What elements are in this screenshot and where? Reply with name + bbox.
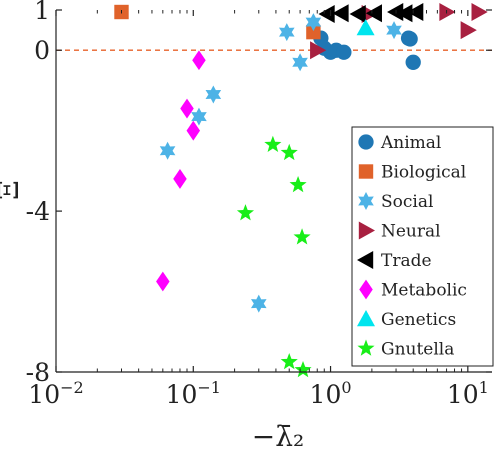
legend-label-biological: Biological bbox=[381, 163, 466, 183]
data-point-social bbox=[250, 294, 267, 313]
legend-marker-trade bbox=[357, 251, 374, 269]
data-point-animal bbox=[405, 54, 421, 70]
legend-marker-genetics bbox=[357, 310, 375, 327]
legend-marker-biological bbox=[358, 164, 374, 179]
data-point-gnutella bbox=[280, 352, 298, 370]
data-point-trade bbox=[332, 4, 349, 23]
x-tick-label: 100 bbox=[310, 378, 352, 409]
axis-ticks: 10−2 10−1 100 101 1 0 -4 -8 bbox=[26, 0, 492, 409]
data-point-neural bbox=[439, 3, 456, 22]
data-point-gnutella bbox=[280, 143, 298, 161]
data-point-gnutella bbox=[289, 175, 307, 193]
axes bbox=[55, 10, 492, 373]
data-point-neural bbox=[460, 21, 477, 40]
legend-marker-gnutella bbox=[357, 339, 375, 356]
data-points bbox=[114, 3, 488, 378]
legend-label-animal: Animal bbox=[380, 133, 441, 153]
data-point-trade bbox=[318, 5, 335, 24]
data-point-biological bbox=[306, 24, 321, 40]
x-tick-label: 10−2 bbox=[28, 378, 83, 409]
data-point-gnutella bbox=[293, 228, 311, 245]
legend-label-social: Social bbox=[381, 192, 433, 212]
data-point-gnutella bbox=[236, 204, 255, 221]
data-point-gnutella bbox=[264, 135, 282, 153]
data-point-trade bbox=[349, 5, 366, 24]
data-point-social bbox=[386, 21, 402, 40]
y-tick-label: -4 bbox=[26, 197, 50, 226]
x-tick-label: 10−1 bbox=[166, 378, 221, 409]
data-point-metabolic bbox=[186, 120, 201, 141]
data-point-genetics bbox=[356, 19, 375, 36]
legend-marker-metabolic bbox=[359, 279, 373, 300]
data-point-metabolic bbox=[192, 50, 206, 71]
data-point-trade bbox=[387, 3, 404, 22]
data-point-social bbox=[305, 13, 322, 32]
x-tick-label: 101 bbox=[447, 378, 489, 409]
y-tick-label: 0 bbox=[34, 36, 50, 65]
data-point-gnutella bbox=[294, 360, 312, 378]
data-point-trade bbox=[365, 4, 382, 23]
legend-label-gnutella: Gnutella bbox=[381, 340, 454, 360]
data-point-metabolic bbox=[180, 98, 194, 119]
data-point-animal bbox=[402, 31, 418, 47]
data-point-social bbox=[205, 85, 222, 104]
data-point-social bbox=[159, 141, 176, 160]
data-point-neural bbox=[471, 3, 488, 22]
data-point-animal bbox=[336, 44, 352, 60]
y-axis-label: Ξ bbox=[0, 180, 25, 200]
legend: Animal Biological Social Neural Trade Metabol… bbox=[351, 126, 494, 367]
legend-label-neural: Neural bbox=[381, 222, 441, 242]
data-point-social bbox=[191, 107, 207, 126]
legend-label-genetics: Genetics bbox=[381, 310, 456, 330]
data-point-metabolic bbox=[156, 271, 170, 292]
legend-box bbox=[351, 126, 494, 367]
data-point-social bbox=[292, 53, 308, 72]
data-point-neural bbox=[310, 41, 327, 60]
y-tick-label: -8 bbox=[26, 358, 50, 387]
data-point-metabolic bbox=[173, 169, 187, 189]
x-axis-label: −λ̄₂ bbox=[252, 420, 304, 453]
data-point-trade bbox=[396, 4, 413, 23]
legend-marker-neural bbox=[358, 221, 375, 240]
data-point-social bbox=[279, 23, 295, 42]
data-point-trade bbox=[407, 3, 424, 22]
legend-marker-social bbox=[358, 192, 374, 210]
y-tick-label: 1 bbox=[34, 0, 50, 25]
legend-label-trade: Trade bbox=[381, 251, 432, 271]
legend-marker-animal bbox=[358, 134, 374, 150]
legend-label-metabolic: Metabolic bbox=[381, 281, 467, 301]
